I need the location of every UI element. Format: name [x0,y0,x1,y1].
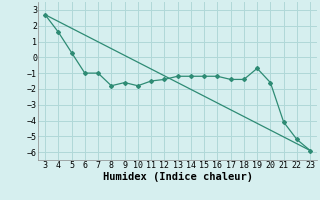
X-axis label: Humidex (Indice chaleur): Humidex (Indice chaleur) [103,172,252,182]
